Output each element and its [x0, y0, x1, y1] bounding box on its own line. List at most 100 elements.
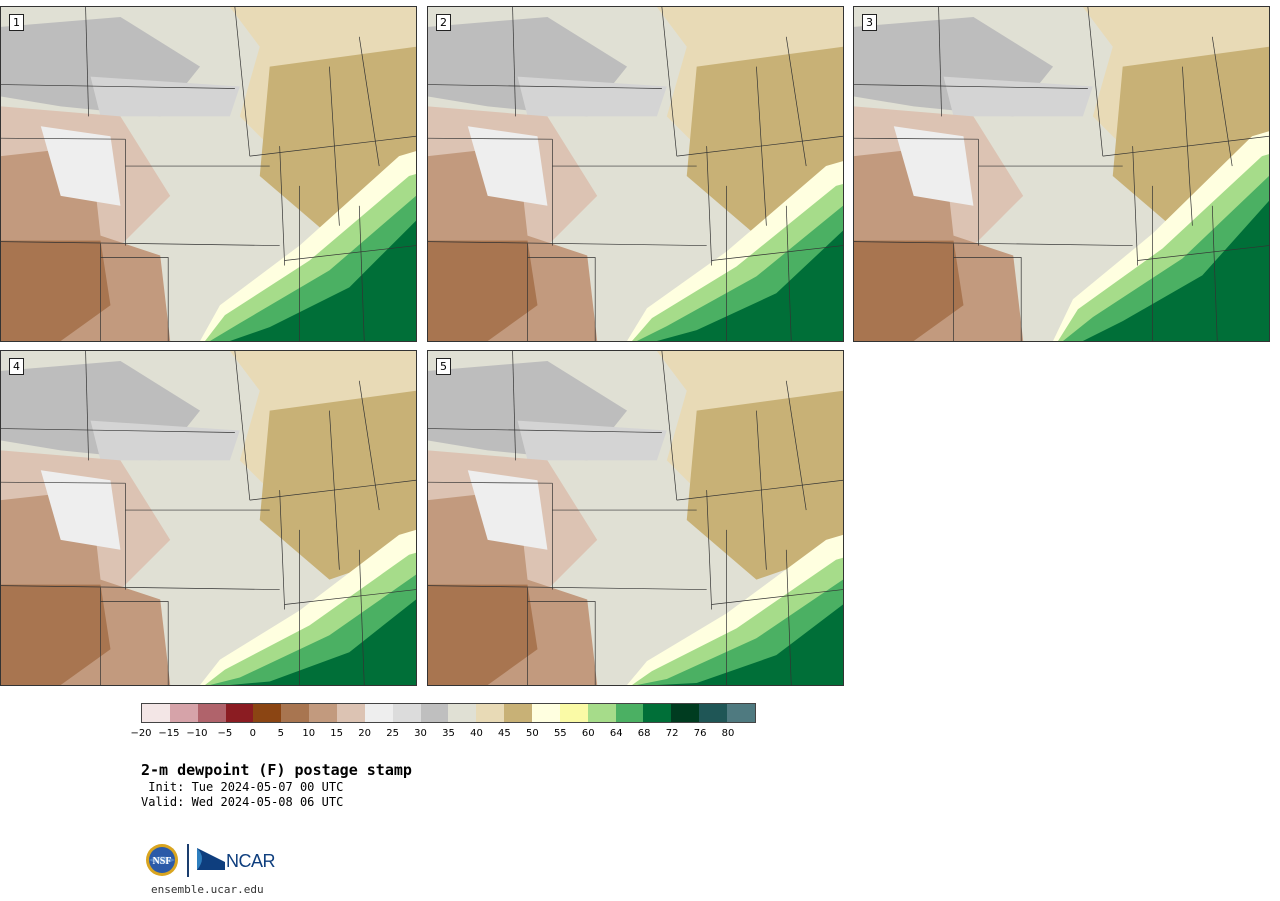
transition-area [587, 529, 717, 650]
state-boundary [234, 351, 251, 501]
state-boundary [279, 146, 285, 266]
colorbar-tick-label: 60 [581, 728, 595, 739]
state-boundary [1, 241, 280, 246]
colorbar-swatch [225, 704, 254, 722]
transition-area [160, 185, 290, 306]
colorbar-swatch [309, 704, 338, 722]
state-boundary [785, 36, 807, 167]
state-boundary [249, 479, 416, 501]
logo-row: NSF NCAR [145, 843, 285, 879]
state-boundary [284, 589, 416, 605]
state-boundary [85, 351, 89, 461]
colorbar-swatch [448, 704, 477, 722]
state-boundary [711, 245, 843, 261]
valid-time: Valid: Wed 2024-05-08 06 UTC [141, 795, 344, 809]
state-boundary [249, 135, 416, 157]
very-dry-core [1, 240, 111, 341]
light-area [467, 470, 548, 550]
ncar-logo-text: NCAR [226, 851, 276, 871]
colorbar-swatch [671, 704, 700, 722]
colorbar-swatch [169, 704, 198, 722]
stamp-panel-1[interactable]: 1 [0, 6, 417, 342]
stamp-panel-3[interactable]: 3 [853, 6, 1270, 342]
stamp-panel-2[interactable]: 2 [427, 6, 844, 342]
state-boundary [85, 7, 89, 117]
dewpoint-map-4 [1, 351, 416, 685]
colorbar-swatch [615, 704, 644, 722]
state-boundary [1102, 135, 1269, 157]
state-boundary [358, 549, 365, 685]
transition-area [587, 185, 717, 306]
state-boundary [1, 585, 280, 590]
dewpoint-map-2 [428, 7, 843, 341]
state-boundary [785, 380, 807, 511]
colorbar-tick-label: 72 [665, 728, 679, 739]
colorbar-tick-label: 10 [302, 728, 316, 739]
panel-number-4: 4 [9, 358, 24, 375]
panel-number-2: 2 [436, 14, 451, 31]
very-humid-core [656, 230, 843, 341]
colorbar-swatch [142, 704, 170, 722]
upper-mid-dewpoint-area [686, 390, 843, 580]
colorbar-tick-label: −10 [186, 728, 208, 739]
state-boundary [1, 137, 126, 140]
state-boundary [428, 137, 553, 140]
state-boundary [953, 257, 1022, 341]
colorbar-swatch [281, 704, 310, 722]
colorbar-tick-label: 80 [721, 728, 735, 739]
state-boundary [512, 7, 516, 117]
dewpoint-map-1 [1, 7, 416, 341]
state-boundary [706, 490, 712, 610]
very-dry-core [1, 584, 111, 685]
state-boundary [1, 481, 126, 484]
state-boundary [527, 601, 596, 685]
panel-number-3: 3 [862, 14, 877, 31]
colorbar-tick-label: 64 [609, 728, 623, 739]
state-boundary [428, 585, 707, 590]
colorbar-tick-label: 76 [693, 728, 707, 739]
state-boundary [234, 7, 251, 157]
ensemble-url[interactable]: ensemble.ucar.edu [151, 883, 264, 896]
colorbar-tick-label: −5 [217, 728, 233, 739]
colorbar-swatch [504, 704, 533, 722]
colorbar-swatch [253, 704, 282, 722]
light-area [893, 126, 974, 206]
colorbar-swatch [197, 704, 226, 722]
stamp-panel-5[interactable]: 5 [427, 350, 844, 686]
state-boundary [428, 241, 707, 246]
light-area [40, 126, 121, 206]
colorbar-swatch [420, 704, 449, 722]
state-boundary [785, 205, 792, 341]
very-humid-core [229, 220, 416, 341]
state-boundary [284, 245, 416, 261]
state-boundary [100, 601, 169, 685]
upper-mid-dewpoint-area [259, 390, 416, 580]
colorbar-tick-label: 40 [470, 728, 483, 739]
state-boundary [661, 351, 678, 501]
colorbar-tick-label: 25 [386, 728, 399, 739]
state-boundary [358, 205, 365, 341]
state-boundary [706, 146, 712, 266]
colorbar-tick-label: −20 [130, 728, 152, 739]
nsf-logo: NSF [146, 844, 178, 876]
init-time: Init: Tue 2024-05-07 00 UTC [141, 780, 344, 794]
state-boundary [428, 428, 662, 433]
state-boundary [358, 36, 380, 167]
colorbar-swatch [476, 704, 505, 722]
colorbar-tick-label: −15 [158, 728, 180, 739]
state-boundary [527, 257, 596, 341]
colorbar [141, 703, 756, 723]
state-boundary [676, 135, 843, 157]
colorbar-swatch [392, 704, 421, 722]
colorbar-swatch [699, 704, 728, 722]
state-boundary [100, 257, 169, 341]
state-boundary [279, 490, 285, 610]
colorbar-swatch [337, 704, 365, 722]
panel-number-5: 5 [436, 358, 451, 375]
state-boundary [1211, 36, 1233, 167]
light-area [467, 126, 548, 206]
colorbar-tick-label: 45 [498, 728, 511, 739]
state-boundary [676, 479, 843, 501]
colorbar-tick-label: 50 [525, 728, 539, 739]
stamp-panel-4[interactable]: 4 [0, 350, 417, 686]
